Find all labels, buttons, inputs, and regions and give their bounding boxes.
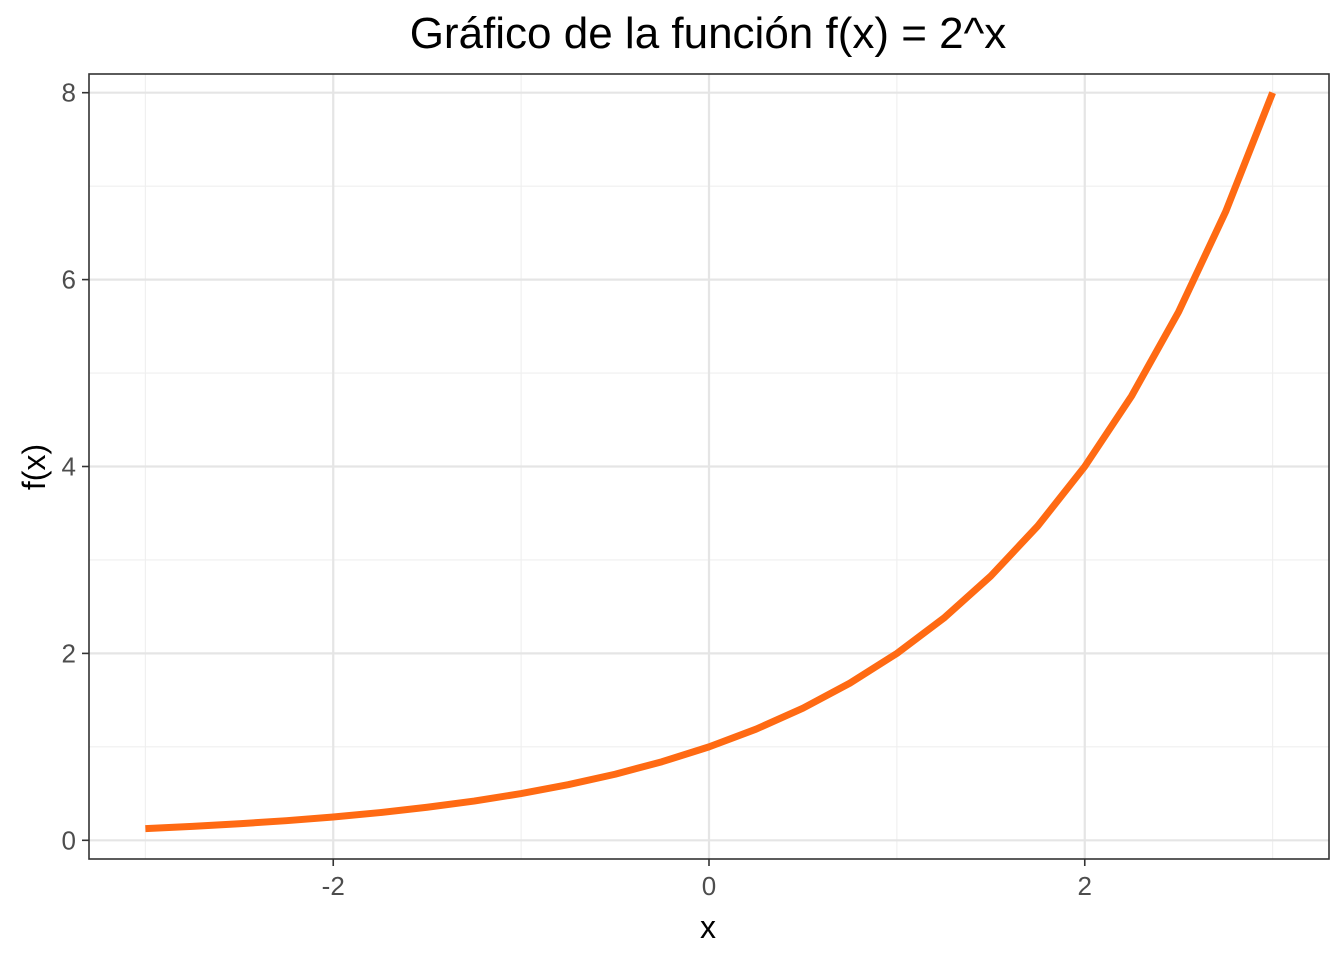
chart-title: Gráfico de la función f(x) = 2^x xyxy=(410,9,1007,58)
series-layer xyxy=(145,91,1276,833)
y-tick-label: 2 xyxy=(62,638,76,668)
axis-ticks: -2 0 2 0 2 4 6 8 xyxy=(62,78,1092,901)
y-tick-label: 8 xyxy=(62,78,76,108)
y-tick-label: 0 xyxy=(62,825,76,855)
y-tick-label: 4 xyxy=(62,452,76,482)
x-tick-label: 0 xyxy=(702,871,716,901)
series-line xyxy=(145,91,1276,833)
x-tick-label: -2 xyxy=(322,871,345,901)
y-tick-label: 6 xyxy=(62,265,76,295)
y-axis-title: f(x) xyxy=(16,444,52,490)
x-axis-title: x xyxy=(700,909,716,945)
x-tick-label: 2 xyxy=(1078,871,1092,901)
grid xyxy=(89,74,1329,859)
